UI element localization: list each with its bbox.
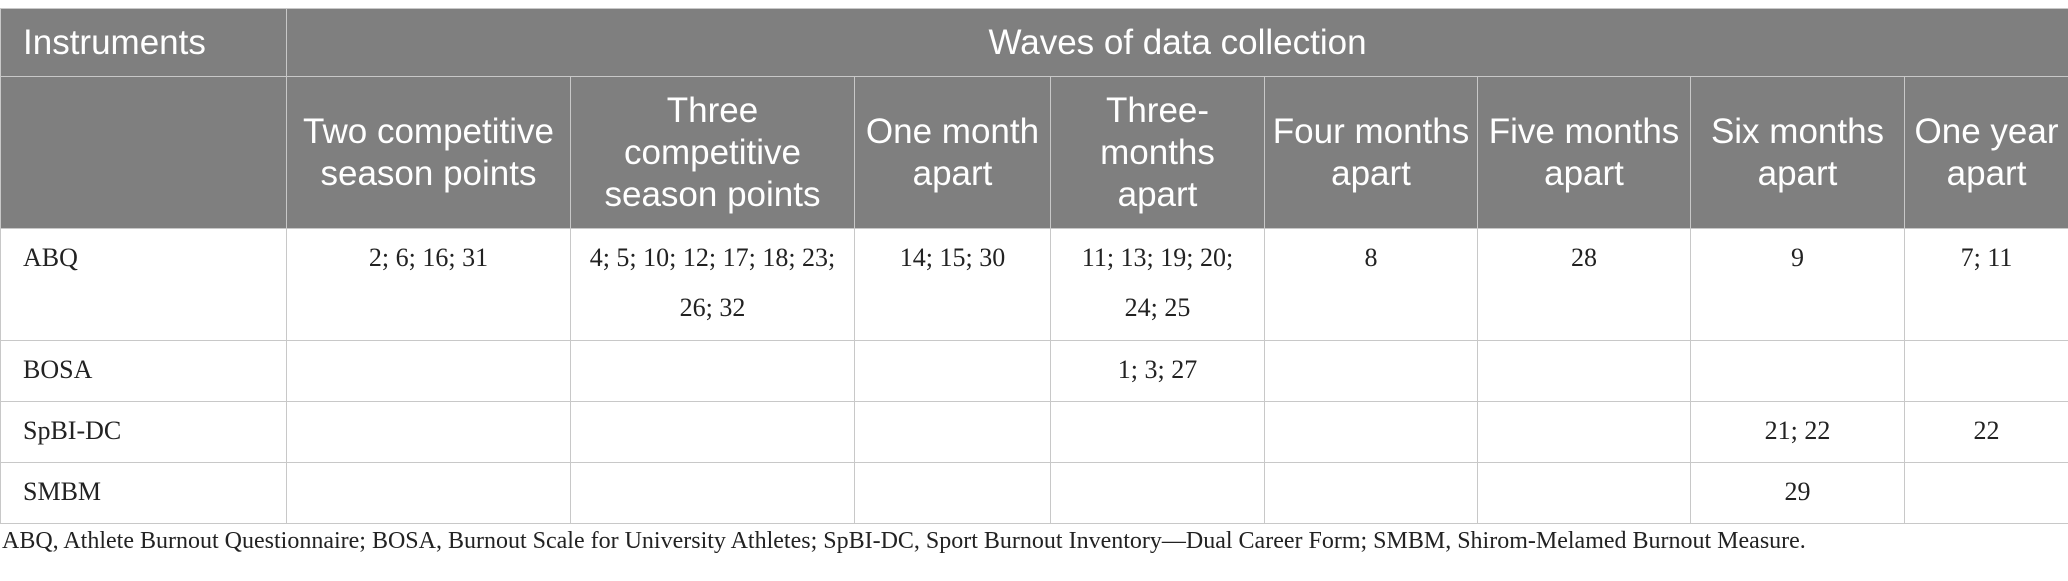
instruments-header: Instruments: [0, 8, 287, 77]
table-cell: [570, 462, 855, 524]
row-label: SMBM: [0, 462, 287, 524]
table-cell: 2; 6; 16; 31: [286, 228, 571, 341]
table-cell: 14; 15; 30: [854, 228, 1051, 341]
table-cell: [1690, 340, 1905, 402]
column-header: Five months apart: [1477, 76, 1691, 229]
data-table: Instruments Waves of data collection Two…: [0, 8, 2068, 524]
column-header: Three-months apart: [1050, 76, 1265, 229]
table-cell: [1050, 401, 1265, 463]
table-row: SpBI-DC 21; 22 22: [0, 401, 2068, 463]
table-cell: 9: [1690, 228, 1905, 341]
table-cell: [286, 462, 571, 524]
table-cell: [854, 401, 1051, 463]
table-cell: 21; 22: [1690, 401, 1905, 463]
table-cell: [1264, 401, 1478, 463]
column-header: Six months apart: [1690, 76, 1905, 229]
table-cell: [570, 340, 855, 402]
table-row: SMBM 29: [0, 462, 2068, 524]
column-header: Four months apart: [1264, 76, 1478, 229]
table-cell-text: 4; 5; 10; 12; 17; 18; 23; 26; 32: [589, 243, 836, 322]
row-label: SpBI-DC: [0, 401, 287, 463]
table-cell: [1264, 462, 1478, 524]
header-row-columns: Two competitive season points Three comp…: [0, 76, 2068, 229]
column-header: Three competitive season points: [570, 76, 855, 229]
table-cell: 8: [1264, 228, 1478, 341]
table-cell: [1264, 340, 1478, 402]
table-cell: [1477, 462, 1691, 524]
column-header: Two competitive season points: [286, 76, 571, 229]
column-header: One month apart: [854, 76, 1051, 229]
table-cell: [1903, 462, 2068, 524]
header-row-top: Instruments Waves of data collection: [0, 8, 2068, 77]
table-cell: [1903, 340, 2068, 402]
table-cell-text: 11; 13; 19; 20; 24; 25: [1081, 243, 1234, 322]
column-header-empty: [0, 76, 287, 229]
table-cell: 29: [1690, 462, 1905, 524]
table-cell: [570, 401, 855, 463]
table-cell: 1; 3; 27: [1050, 340, 1265, 402]
table-cell: [854, 340, 1051, 402]
table-cell: 4; 5; 10; 12; 17; 18; 23; 26; 32: [570, 228, 855, 341]
table-row: BOSA 1; 3; 27: [0, 340, 2068, 402]
table-cell: [286, 401, 571, 463]
table-cell: 7; 11: [1903, 228, 2068, 341]
table-cell: 22: [1903, 401, 2068, 463]
table-cell: [1477, 340, 1691, 402]
waves-header: Waves of data collection: [285, 8, 2068, 77]
column-header: One year apart: [1903, 76, 2068, 229]
table-cell: [1050, 462, 1265, 524]
row-label: ABQ: [0, 228, 287, 341]
table-footnote: ABQ, Athlete Burnout Questionnaire; BOSA…: [2, 528, 1806, 554]
table-row: ABQ 2; 6; 16; 31 4; 5; 10; 12; 17; 18; 2…: [0, 228, 2068, 341]
table-cell: [854, 462, 1051, 524]
table-cell: [1477, 401, 1691, 463]
table-cell: 28: [1477, 228, 1691, 341]
table-cell: 11; 13; 19; 20; 24; 25: [1050, 228, 1265, 341]
row-label: BOSA: [0, 340, 287, 402]
table-cell: [286, 340, 571, 402]
